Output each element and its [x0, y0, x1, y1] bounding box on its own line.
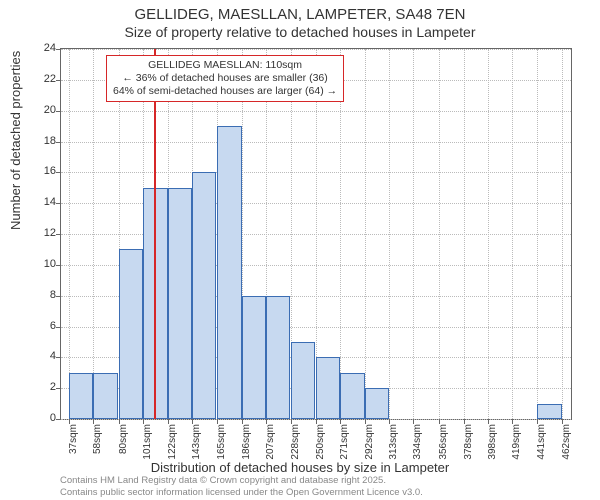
x-tick-label: 441sqm [536, 424, 547, 464]
histogram-bar [266, 296, 290, 419]
y-tick [56, 172, 61, 173]
x-tick-label: 292sqm [364, 424, 375, 464]
gridline-v [365, 49, 366, 419]
y-tick [56, 234, 61, 235]
y-tick [56, 203, 61, 204]
marker-line [154, 49, 156, 419]
y-tick-label: 24 [44, 42, 56, 54]
y-tick [56, 49, 61, 50]
x-tick-label: 143sqm [191, 424, 202, 464]
y-tick-label: 2 [50, 381, 56, 393]
histogram-bar [242, 296, 266, 419]
x-tick-label: 207sqm [265, 424, 276, 464]
gridline-v [488, 49, 489, 419]
x-tick-label: 462sqm [561, 424, 572, 464]
annotation-line2: ← 36% of detached houses are smaller (36… [113, 72, 337, 85]
gridline-v [389, 49, 390, 419]
y-tick [56, 265, 61, 266]
annotation-box: GELLIDEG MAESLLAN: 110sqm ← 36% of detac… [106, 55, 344, 102]
y-tick [56, 296, 61, 297]
chart-container: GELLIDEG, MAESLLAN, LAMPETER, SA48 7EN S… [0, 0, 600, 500]
histogram-bar [316, 357, 340, 419]
footer-line1: Contains HM Land Registry data © Crown c… [60, 475, 423, 486]
x-tick-label: 122sqm [167, 424, 178, 464]
y-tick-label: 6 [50, 320, 56, 332]
gridline-v [537, 49, 538, 419]
x-tick-label: 271sqm [339, 424, 350, 464]
histogram-bar [217, 126, 241, 419]
y-axis-label: Number of detached properties [8, 51, 23, 230]
y-tick [56, 111, 61, 112]
y-tick-label: 16 [44, 165, 56, 177]
y-tick [56, 142, 61, 143]
x-tick-label: 398sqm [487, 424, 498, 464]
gridline-v [340, 49, 341, 419]
y-tick-label: 8 [50, 289, 56, 301]
y-tick-label: 0 [50, 412, 56, 424]
histogram-bar [119, 249, 143, 419]
gridline-v [69, 49, 70, 419]
y-tick-label: 12 [44, 227, 56, 239]
plot-area: GELLIDEG MAESLLAN: 110sqm ← 36% of detac… [60, 48, 572, 420]
annotation-line1: GELLIDEG MAESLLAN: 110sqm [113, 59, 337, 72]
histogram-bar [69, 373, 93, 419]
y-tick-label: 4 [50, 350, 56, 362]
gridline-v [562, 49, 563, 419]
histogram-bar [537, 404, 561, 419]
x-tick-label: 37sqm [68, 424, 79, 464]
gridline-v [464, 49, 465, 419]
x-tick-label: 165sqm [216, 424, 227, 464]
y-tick [56, 80, 61, 81]
x-tick-label: 186sqm [241, 424, 252, 464]
x-tick-label: 334sqm [412, 424, 423, 464]
annotation-line3: 64% of semi-detached houses are larger (… [113, 85, 337, 98]
y-tick [56, 327, 61, 328]
gridline-v [512, 49, 513, 419]
x-tick-label: 313sqm [388, 424, 399, 464]
gridline-v [439, 49, 440, 419]
gridline-v [93, 49, 94, 419]
footer-line2: Contains public sector information licen… [60, 487, 423, 498]
chart-title-line1: GELLIDEG, MAESLLAN, LAMPETER, SA48 7EN [0, 6, 600, 23]
y-tick [56, 419, 61, 420]
y-tick-label: 10 [44, 258, 56, 270]
x-tick-label: 356sqm [438, 424, 449, 464]
x-tick-label: 250sqm [315, 424, 326, 464]
y-tick-label: 20 [44, 104, 56, 116]
chart-title-line2: Size of property relative to detached ho… [0, 24, 600, 40]
x-tick-label: 378sqm [463, 424, 474, 464]
histogram-bar [93, 373, 117, 419]
x-tick-label: 58sqm [92, 424, 103, 464]
x-tick-label: 419sqm [511, 424, 522, 464]
x-tick-label: 101sqm [142, 424, 153, 464]
histogram-bar [168, 188, 192, 419]
y-tick-label: 22 [44, 73, 56, 85]
footer: Contains HM Land Registry data © Crown c… [60, 475, 423, 498]
x-tick-label: 80sqm [118, 424, 129, 464]
y-tick [56, 388, 61, 389]
histogram-bar [340, 373, 364, 419]
y-tick-label: 18 [44, 135, 56, 147]
y-tick-label: 14 [44, 196, 56, 208]
x-tick-label: 228sqm [290, 424, 301, 464]
histogram-bar [192, 172, 216, 419]
histogram-bar [365, 388, 389, 419]
histogram-bar [291, 342, 315, 419]
gridline-v [413, 49, 414, 419]
y-tick [56, 357, 61, 358]
